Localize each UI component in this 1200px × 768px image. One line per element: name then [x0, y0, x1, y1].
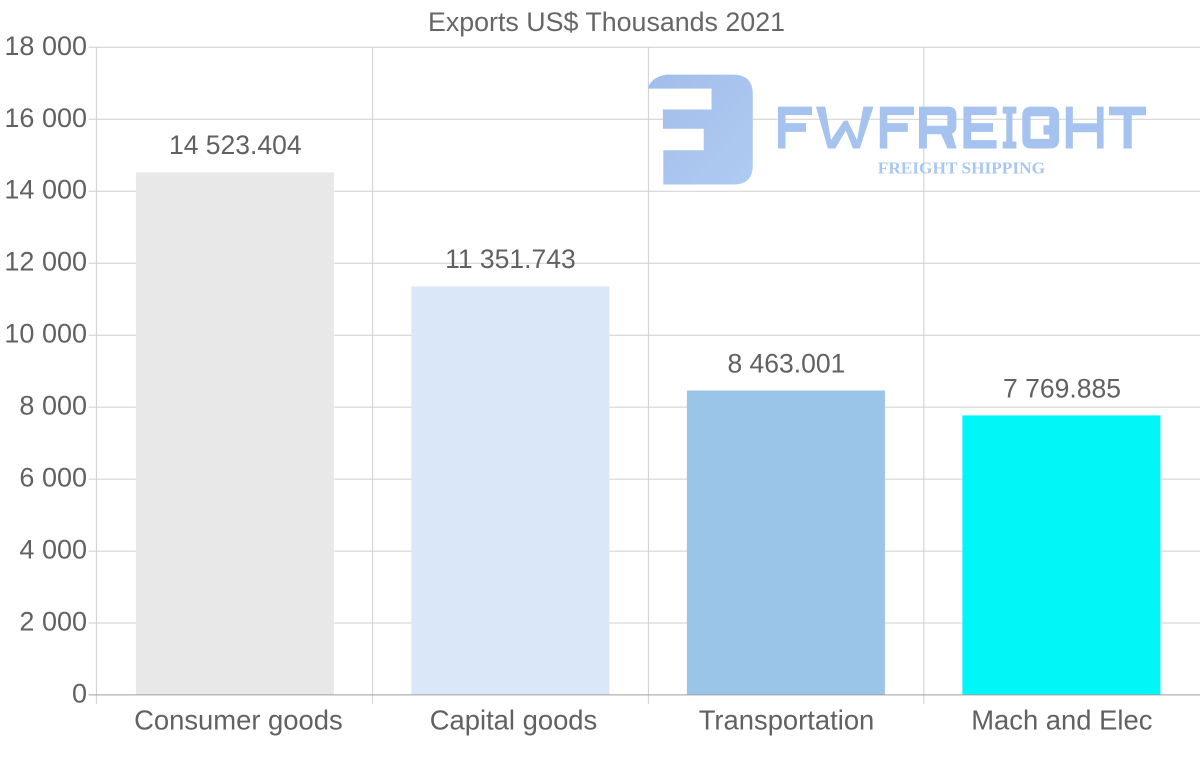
svg-text:0: 0	[72, 678, 87, 708]
svg-text:Mach and Elec: Mach and Elec	[971, 704, 1152, 735]
svg-text:Transportation: Transportation	[699, 704, 875, 735]
svg-text:18 000: 18 000	[4, 31, 87, 61]
svg-text:FREIGHT SHIPPING: FREIGHT SHIPPING	[878, 158, 1045, 177]
svg-text:8 463.001: 8 463.001	[727, 349, 845, 379]
svg-text:6 000: 6 000	[19, 463, 87, 493]
svg-text:Capital goods: Capital goods	[430, 704, 598, 735]
svg-text:12 000: 12 000	[4, 247, 87, 277]
svg-text:7 769.885: 7 769.885	[1003, 374, 1121, 404]
svg-text:14 523.404: 14 523.404	[169, 130, 302, 160]
svg-text:4 000: 4 000	[19, 535, 87, 565]
svg-text:Consumer goods: Consumer goods	[134, 704, 343, 735]
svg-text:10 000: 10 000	[4, 319, 87, 349]
svg-text:16 000: 16 000	[4, 103, 87, 133]
svg-text:14 000: 14 000	[4, 175, 87, 205]
svg-text:Exports US$ Thousands 2021: Exports US$ Thousands 2021	[428, 7, 785, 37]
svg-text:11 351.743: 11 351.743	[445, 244, 576, 274]
svg-text:2 000: 2 000	[19, 606, 87, 636]
svg-text:8 000: 8 000	[19, 391, 87, 421]
